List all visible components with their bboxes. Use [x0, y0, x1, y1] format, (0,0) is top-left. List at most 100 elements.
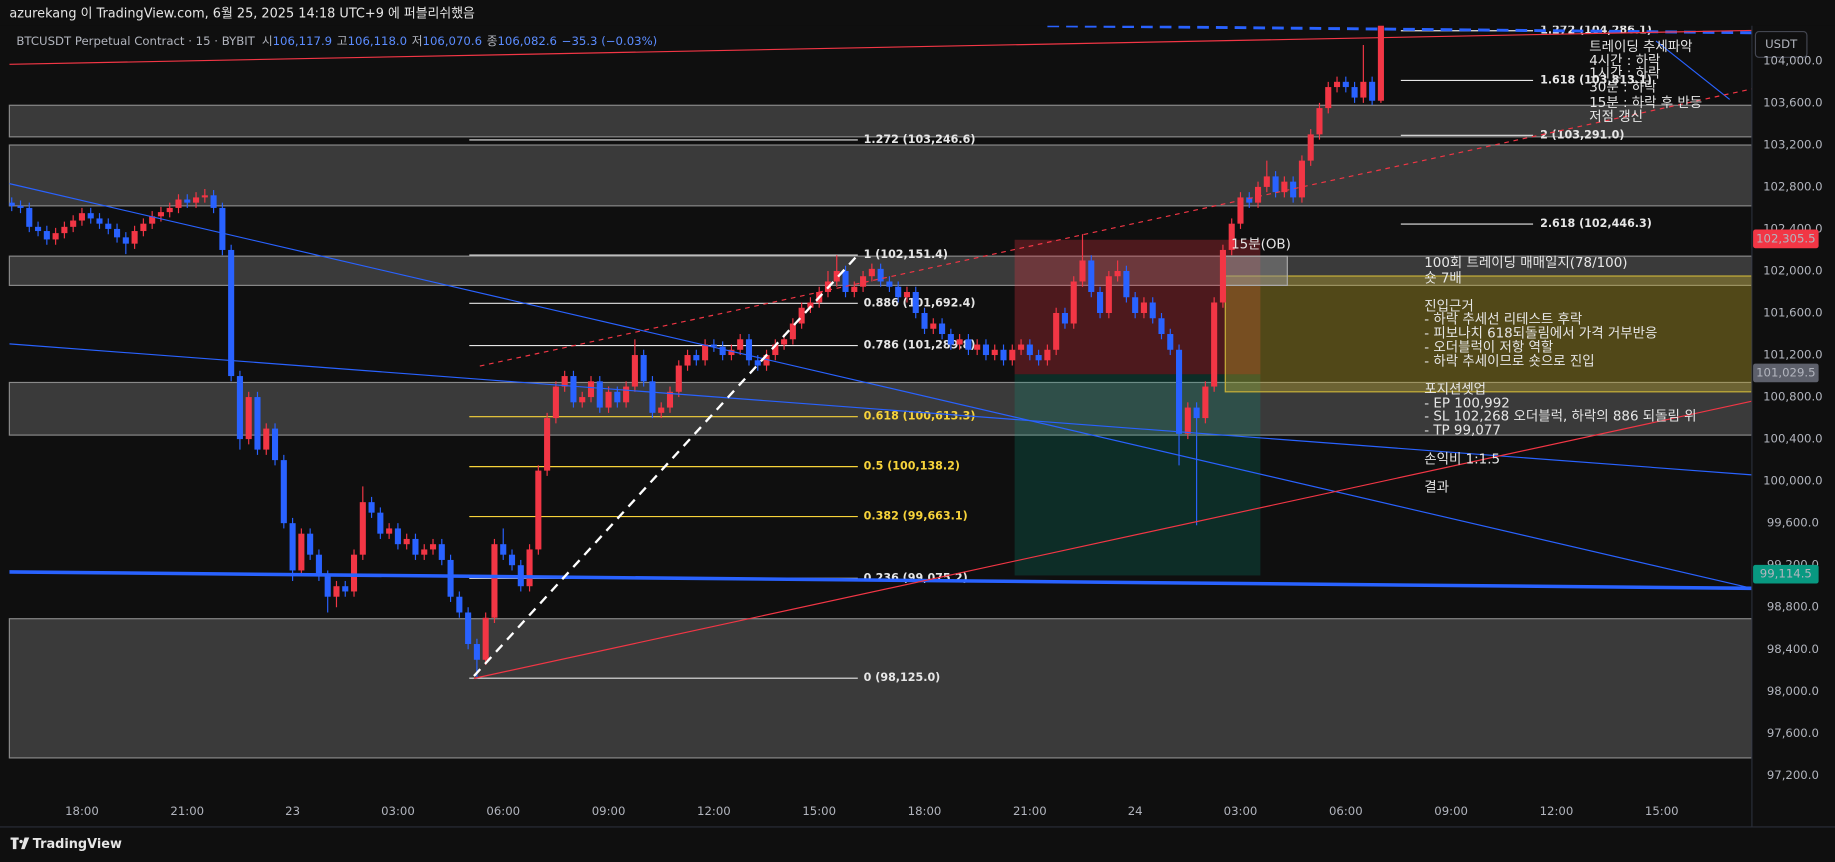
x-tick-label: 23	[285, 804, 300, 818]
candle-body	[1132, 297, 1139, 314]
trend-lines	[9, 24, 1752, 679]
x-tick-label: 15:00	[802, 804, 836, 818]
candle-body	[1114, 270, 1121, 277]
journal-line: 포지션셋업	[1424, 381, 1486, 397]
high-label: 고	[337, 33, 348, 47]
journal-line: 100회 트레이딩 매매일지(78/100)	[1424, 255, 1627, 271]
y-tick-label: 103,200.0	[1763, 137, 1823, 151]
y-tick-label: 97,200.0	[1767, 768, 1819, 782]
price-tag-label: 99,114.5	[1760, 567, 1812, 581]
ob-box	[1224, 255, 1288, 286]
zone	[8, 618, 1753, 759]
candle-body	[1219, 249, 1226, 303]
y-tick-label: 100,800.0	[1763, 390, 1823, 404]
candle-body	[947, 334, 954, 345]
candle-body	[377, 512, 384, 534]
candle-body	[1070, 281, 1077, 324]
trend-line	[479, 88, 1752, 367]
candle-body	[465, 612, 472, 645]
candle-body	[236, 376, 243, 440]
candle-body	[666, 391, 674, 408]
candle-body	[737, 339, 744, 350]
candle-body	[52, 233, 59, 240]
y-tick-label: 100,400.0	[1763, 432, 1823, 446]
candle-body	[772, 344, 779, 356]
target-zone	[1014, 374, 1261, 576]
candle-body	[956, 339, 963, 345]
candle-body	[333, 586, 340, 597]
low-label: 저	[412, 33, 423, 47]
candle-body	[842, 270, 849, 292]
y-tick-label: 98,800.0	[1767, 600, 1819, 614]
x-tick-label: 09:00	[592, 804, 626, 818]
trend-line	[1655, 40, 1731, 100]
candle-body	[763, 355, 770, 366]
candle-body	[579, 397, 586, 403]
annotations: 15분(OB) 트레이딩 추세파악 4시간 : 하락 1시간 : 하락 30분 …	[1231, 39, 1702, 496]
price-tag	[1753, 363, 1819, 383]
candle-body	[1035, 355, 1042, 361]
candle-body	[1316, 108, 1323, 135]
candle-body	[307, 533, 314, 555]
symbol: BTCUSDT Perpetual Contract · 15 · BYBIT	[16, 33, 255, 47]
y-tick-label: 103,600.0	[1763, 95, 1823, 109]
trend-note: 15분 : 하락 후 반등	[1589, 95, 1702, 111]
journal-line: - EP 100,992	[1424, 397, 1510, 412]
candle-body	[544, 418, 551, 471]
trend-note: 저점 갱신	[1589, 109, 1643, 125]
candle-body	[359, 502, 366, 555]
candle-body	[43, 231, 50, 240]
candle-body	[851, 286, 858, 292]
zone	[8, 144, 1753, 207]
candle-body	[939, 323, 946, 335]
candle-body	[1088, 260, 1095, 292]
currency-box[interactable]	[1754, 30, 1808, 58]
candle-body	[658, 407, 665, 413]
candle-body	[324, 575, 331, 597]
y-tick-label: 101,200.0	[1763, 348, 1823, 362]
candle-body	[886, 281, 893, 287]
candle-body	[61, 226, 68, 234]
y-tick-label: 102,000.0	[1763, 263, 1823, 277]
candle-body	[684, 355, 691, 366]
candle-body	[245, 397, 252, 440]
candle-body	[1167, 334, 1174, 350]
candle-body	[570, 376, 577, 403]
candle-body	[526, 549, 533, 587]
candle-body	[1044, 349, 1051, 361]
candle-body	[1360, 81, 1367, 98]
journal-line: - SL 102,268 오더블럭, 하락의 886 되돌림 위	[1424, 408, 1696, 424]
candle-body	[78, 213, 85, 221]
x-tick-label: 15:00	[1645, 804, 1679, 818]
candle-body	[1351, 87, 1358, 98]
candle-body	[719, 346, 726, 356]
candle-body	[157, 212, 164, 217]
candle-body	[1149, 302, 1156, 319]
candle-body	[807, 302, 814, 308]
footer-brand: TradingView	[33, 837, 122, 852]
candle-body	[1202, 386, 1209, 419]
candle-body	[298, 533, 305, 571]
candle-body	[974, 344, 981, 350]
candle-body	[552, 386, 559, 419]
x-tick-label: 24	[1128, 804, 1143, 818]
candle-body	[1123, 270, 1130, 298]
candle-body	[535, 470, 542, 550]
price-tag	[1753, 229, 1819, 249]
fib-label: 1.618 (103,813.1)	[1540, 73, 1652, 86]
candle-body	[263, 428, 270, 450]
candle-body	[702, 344, 709, 361]
candle-body	[1254, 186, 1262, 203]
candle-body	[903, 291, 911, 298]
candle-body	[1140, 302, 1147, 314]
candle-body	[1342, 81, 1349, 88]
candle-body	[508, 554, 516, 566]
candle-body	[930, 323, 937, 329]
candle-body	[640, 355, 647, 382]
candle-body	[912, 291, 919, 314]
candle-body	[447, 559, 454, 597]
candle-body	[1290, 181, 1297, 198]
fib-label: 1.272 (103,246.6)	[864, 133, 976, 146]
